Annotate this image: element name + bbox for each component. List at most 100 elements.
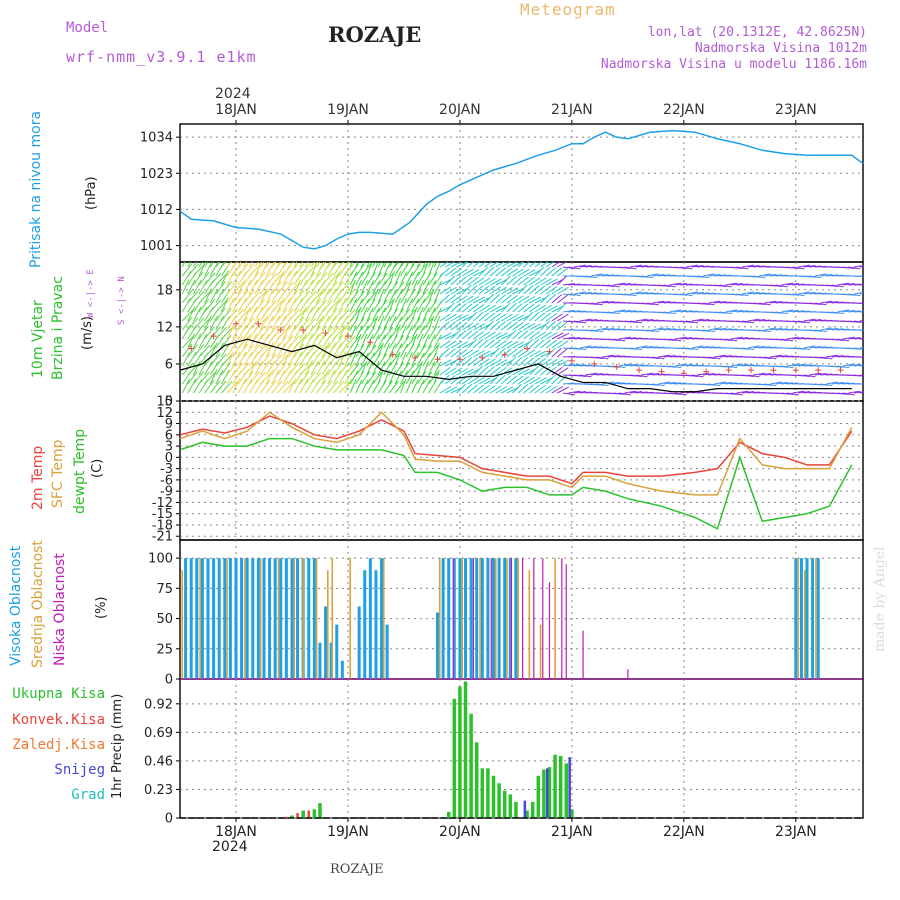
wind-barb	[613, 355, 626, 358]
wind-barb	[770, 284, 783, 287]
wind-barb	[814, 373, 827, 376]
wind-barb	[277, 380, 289, 394]
wind-barb	[769, 327, 783, 331]
wind-barb	[316, 371, 328, 385]
wind-barb	[551, 294, 563, 304]
wind-barb	[288, 308, 300, 322]
wind-barb	[506, 262, 518, 268]
wind-barb	[293, 378, 303, 394]
wind-barb	[635, 391, 648, 394]
wind-barb	[316, 352, 327, 367]
wind-barb	[366, 291, 377, 304]
wind-barb	[809, 292, 822, 295]
wind-barb	[500, 302, 511, 313]
wind-barb	[506, 348, 518, 358]
wind-barb	[372, 262, 376, 268]
wind-barb	[551, 347, 562, 358]
wind-barb	[388, 327, 400, 340]
wind-barb	[602, 301, 615, 304]
wind-barb	[282, 308, 294, 322]
wind-barb	[618, 309, 631, 313]
wind-barb	[540, 339, 551, 349]
wind-barb	[473, 365, 484, 376]
wind-barb	[383, 262, 391, 277]
wind-barb	[220, 369, 230, 385]
wind-barb	[814, 273, 827, 277]
wind-barb	[786, 309, 799, 313]
gust-marker	[770, 367, 777, 374]
wind-barb	[249, 344, 261, 358]
cloud-bar-1	[506, 558, 508, 679]
wind-barb	[557, 348, 568, 358]
wind-barb	[574, 374, 587, 377]
wind-barb	[282, 351, 291, 367]
cloud-bar-0	[497, 558, 501, 679]
wind-barb	[831, 338, 844, 341]
wind-barb	[517, 268, 530, 277]
wind-barb	[293, 262, 298, 268]
wind-barb	[512, 329, 523, 340]
wind-barb	[859, 302, 863, 304]
wind-barb	[260, 379, 271, 394]
wind-barb	[226, 351, 235, 367]
wind-barb	[254, 291, 267, 304]
wind-barb	[288, 335, 300, 349]
wind-barb	[271, 369, 280, 385]
wind-barb	[551, 313, 563, 322]
wind-barb	[697, 292, 710, 295]
cloud-bar-0	[374, 570, 378, 679]
wind-barb	[293, 309, 306, 322]
wind-barb	[254, 306, 264, 322]
wind-barb	[439, 267, 451, 277]
wind-barb	[540, 358, 552, 367]
wind-barb	[260, 262, 269, 277]
wind-barb	[237, 324, 247, 340]
wind-barb	[501, 313, 513, 322]
wind-barb	[741, 291, 754, 295]
wind-barb	[428, 280, 437, 295]
wind-barb	[220, 316, 231, 331]
wind-barb	[288, 362, 300, 376]
wind-barb	[254, 371, 266, 385]
wind-barb	[461, 322, 474, 331]
wind-barb	[489, 339, 501, 349]
wind-barb	[456, 356, 467, 367]
wind-barb	[719, 328, 732, 331]
wind-barb	[310, 262, 319, 277]
gust-marker	[367, 339, 374, 346]
cloud-bar-0	[307, 558, 311, 679]
wind-barb	[669, 309, 682, 313]
wind-barb	[355, 306, 362, 322]
wind-barb	[551, 262, 561, 268]
wind-barb	[719, 355, 732, 358]
wind-barb	[383, 273, 394, 286]
wind-barb	[388, 281, 399, 295]
y-tick-label: -21	[152, 530, 173, 545]
wind-barb	[405, 362, 416, 376]
cloud-bar-2	[522, 558, 524, 679]
wind-barb	[501, 332, 514, 340]
wind-barb	[540, 366, 551, 376]
cloud-bar-0	[811, 558, 815, 679]
wind-barb	[215, 262, 225, 277]
precip-bar-0	[497, 783, 501, 818]
wind-barb	[422, 262, 429, 277]
wind-barb	[859, 356, 863, 358]
wind-barb	[198, 298, 210, 313]
wind-barb	[814, 302, 827, 306]
wind-barb	[540, 278, 553, 286]
wind-barb	[753, 265, 766, 268]
wind-barb	[198, 360, 207, 376]
wind-barb	[405, 263, 415, 277]
wind-barb	[842, 392, 855, 396]
wind-barb	[809, 372, 822, 376]
wind-barb	[607, 355, 620, 358]
wind-barb	[355, 290, 365, 304]
wind-barb	[725, 282, 738, 286]
wind-barb	[467, 262, 475, 268]
wind-barb	[529, 296, 542, 304]
wind-barb	[545, 262, 555, 268]
wind-barb	[366, 317, 377, 331]
wind-barb	[209, 299, 222, 313]
wind-barb	[332, 361, 344, 376]
